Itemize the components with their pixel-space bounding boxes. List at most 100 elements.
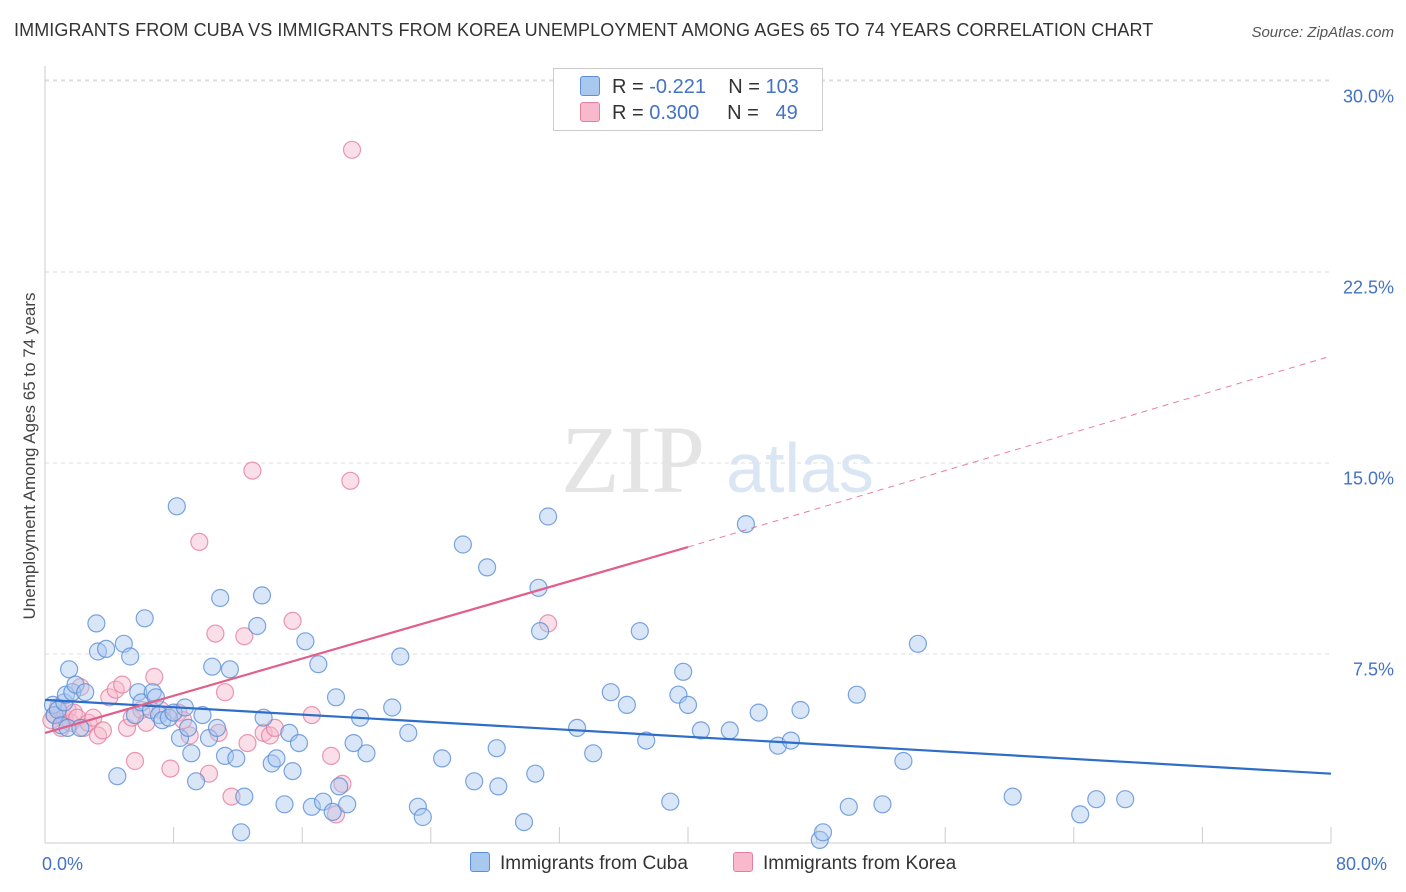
cuba-point-82 [584, 744, 603, 763]
cuba-point-43 [232, 823, 251, 842]
cuba-point-91 [691, 721, 711, 740]
cuba-point-59 [326, 688, 346, 707]
cuba-point-45 [248, 616, 267, 636]
korea-points [42, 140, 558, 824]
watermark-atlas: atlas [726, 429, 874, 507]
korea-point-25 [161, 759, 180, 778]
cuba-point-60 [330, 777, 349, 796]
x-tick-label-max: 80.0% [1336, 854, 1388, 874]
legend-r-label-korea: R = [612, 102, 644, 124]
cuba-point-32 [179, 718, 198, 738]
cuba-point-71 [453, 535, 472, 554]
korea-point-34 [222, 787, 241, 806]
korea-point-37 [243, 461, 262, 480]
cuba-point-79 [530, 621, 550, 641]
cuba-point-65 [383, 698, 402, 717]
cuba-point-39 [211, 588, 230, 608]
cuba-point-87 [661, 792, 680, 811]
cuba-point-54 [296, 632, 315, 651]
cuba-point-74 [487, 739, 506, 758]
korea-point-47 [342, 140, 362, 159]
legend-r-value-korea: 0.300 [649, 102, 700, 124]
cuba-point-58 [323, 802, 342, 822]
bottom-legend-swatch-cuba [470, 852, 490, 872]
y-tick-label-7-5: 7.5% [1352, 659, 1394, 680]
cuba-point-14 [96, 639, 116, 659]
cuba-point-35 [193, 705, 212, 725]
bottom-legend-label-cuba: Immigrants from Cuba [500, 853, 688, 874]
cuba-point-108 [1116, 790, 1135, 809]
cuba-point-52 [283, 761, 302, 781]
y-axis-label: Unemployment Among Ages 65 to 74 years [20, 292, 39, 620]
cuba-point-56 [309, 655, 328, 674]
cuba-point-15 [108, 767, 127, 786]
cuba-point-9 [66, 675, 85, 694]
korea-point-29 [190, 532, 209, 552]
cuba-point-7 [59, 660, 79, 679]
legend-r-value-cuba: -0.221 [649, 76, 706, 98]
cuba-point-104 [908, 634, 928, 653]
cuba-point-84 [617, 695, 637, 715]
legend-swatch-cuba [580, 76, 600, 96]
cuba-point-46 [252, 586, 272, 605]
cuba-point-67 [399, 723, 418, 743]
korea-trend-extension [687, 355, 1332, 548]
cuba-point-103 [894, 751, 913, 771]
legend-swatch-korea [580, 102, 600, 122]
cuba-point-37 [203, 657, 222, 676]
cuba-point-64 [357, 744, 376, 763]
cuba-point-12 [87, 614, 106, 633]
legend-n-label-cuba: N = [728, 76, 760, 98]
cuba-point-33 [182, 744, 201, 763]
cuba-point-53 [289, 733, 309, 753]
legend-r-label-cuba: R = [612, 76, 644, 98]
cuba-point-105 [1003, 787, 1022, 806]
cuba-point-42 [227, 749, 246, 768]
cuba-point-29 [167, 497, 186, 516]
legend-n-label-korea: N = [727, 102, 759, 124]
y-tick-label-22-5: 22.5% [1342, 277, 1394, 298]
watermark: ZIP atlas [561, 406, 874, 513]
cuba-point-77 [526, 764, 545, 783]
korea-point-46 [341, 471, 360, 490]
legend-row-cuba: R = -0.221 N = 103 [580, 76, 799, 100]
korea-point-40 [265, 718, 284, 738]
cuba-point-100 [839, 797, 858, 816]
cuba-point-50 [275, 795, 294, 814]
cuba-point-107 [1087, 790, 1106, 809]
cuba-point-70 [433, 749, 452, 768]
watermark-zip: ZIP [561, 406, 705, 513]
x-tick-label-min: 0.0% [42, 854, 84, 874]
bottom-legend-swatch-korea [733, 852, 753, 872]
korea-point-14 [93, 721, 113, 740]
legend-row-korea: R = 0.300 N = 49 [580, 102, 798, 126]
cuba-point-41 [220, 660, 239, 679]
cuba-point-17 [121, 647, 140, 666]
korea-point-13 [88, 726, 108, 745]
cuba-point-73 [478, 558, 497, 577]
korea-trend-line [44, 545, 689, 735]
korea-point-35 [235, 627, 254, 646]
bottom-legend-cuba: Immigrants from Cuba [470, 852, 688, 875]
legend-n-value-korea: 49 [775, 102, 798, 124]
cuba-point-102 [873, 795, 892, 814]
cuba-point-66 [391, 647, 410, 666]
cuba-point-80 [538, 507, 558, 526]
cuba-point-96 [781, 731, 801, 750]
chart-title: IMMIGRANTS FROM CUBA VS IMMIGRANTS FROM … [14, 20, 1154, 40]
korea-point-19 [122, 708, 141, 727]
cuba-point-69 [413, 807, 432, 827]
cuba-point-97 [791, 700, 810, 720]
korea-point-33 [215, 683, 235, 702]
trend-lines [44, 355, 1332, 775]
cuba-point-55 [302, 797, 321, 816]
cuba-point-90 [678, 695, 698, 715]
grid-lines [45, 79, 1331, 655]
cuba-point-1 [45, 705, 64, 725]
bottom-legend-label-korea: Immigrants from Korea [763, 853, 957, 874]
y-tick-label-15: 15.0% [1342, 468, 1394, 489]
korea-point-43 [322, 746, 341, 766]
cuba-point-92 [720, 721, 739, 740]
legend-n-value-cuba: 103 [765, 76, 799, 98]
